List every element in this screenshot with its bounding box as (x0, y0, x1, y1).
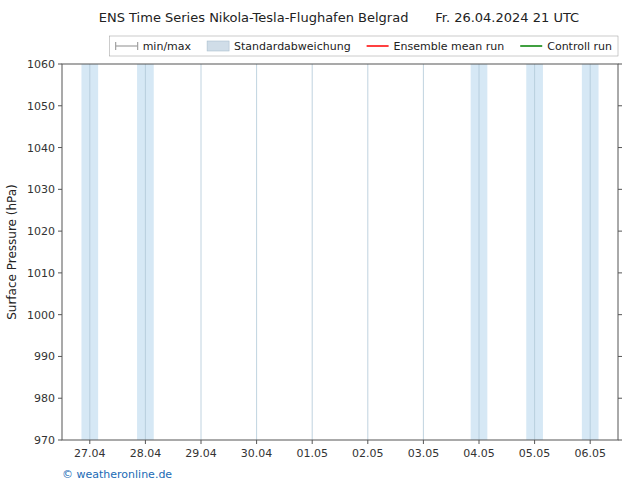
y-tick-label: 1010 (27, 267, 55, 280)
title: ENS Time Series Nikola-Tesla-Flughafen B… (99, 10, 409, 25)
legend-label: Ensemble mean run (394, 40, 505, 53)
y-tick (58, 231, 62, 232)
x-tick (89, 440, 90, 444)
grid-line (367, 64, 368, 440)
x-tick-label: 04.05 (463, 447, 495, 460)
shaded-band (582, 64, 599, 440)
x-tick (534, 440, 535, 444)
x-tick-label: 03.05 (408, 447, 440, 460)
y-tick (618, 147, 622, 148)
x-tick (423, 440, 424, 444)
plot-frame (62, 64, 618, 440)
legend-item: Controll run (520, 40, 612, 53)
legend-label: Standardabweichung (234, 40, 351, 53)
plot-area (81, 64, 598, 440)
grid-line (479, 64, 480, 440)
x-tick-label: 28.04 (130, 447, 162, 460)
grid-line (534, 64, 535, 440)
legend-swatch (137, 42, 138, 50)
y-tick-label: 1000 (27, 309, 55, 322)
x-tick-label: 27.04 (74, 447, 106, 460)
y-tick (58, 147, 62, 148)
grid-line (89, 64, 90, 440)
y-tick (58, 398, 62, 399)
x-tick-label: 02.05 (352, 447, 384, 460)
grid-line (312, 64, 313, 440)
y-tick (58, 314, 62, 315)
y-tick (618, 272, 622, 273)
shaded-band (81, 64, 98, 440)
x-tick (312, 440, 313, 444)
x-tick (145, 440, 146, 444)
legend-items: min/max Standardabweichung Ensemble mean r… (116, 40, 612, 53)
y-tick (58, 440, 62, 441)
grid-line (590, 64, 591, 440)
y-tick (618, 440, 622, 441)
y-tick (58, 64, 62, 65)
y-tick-label: 990 (34, 350, 55, 363)
legend-item: Standardabweichung (207, 40, 351, 53)
shaded-band (526, 64, 543, 440)
legend-item: Ensemble mean run (367, 40, 505, 53)
grid-line (201, 64, 202, 440)
legend-swatch (520, 45, 542, 47)
shaded-band (137, 64, 154, 440)
x-tick-label: 05.05 (519, 447, 551, 460)
legend-swatch (115, 42, 116, 50)
grid-line (256, 64, 257, 440)
y-tick-label: 970 (34, 434, 55, 447)
legend-swatch (367, 45, 389, 47)
x-tick-label: 30.04 (241, 447, 273, 460)
y-tick-label: 1050 (27, 100, 55, 113)
x-tick (590, 440, 591, 444)
x-tick (201, 440, 202, 444)
x-tick-label: 01.05 (296, 447, 328, 460)
subtitle: Fr. 26.04.2024 21 UTC (435, 10, 579, 25)
x-tick (479, 440, 480, 444)
legend-swatch (207, 41, 229, 51)
shaded-band (471, 64, 488, 440)
y-tick (58, 189, 62, 190)
y-tick (618, 231, 622, 232)
y-tick (618, 314, 622, 315)
grid-line (145, 64, 146, 440)
y-tick (618, 356, 622, 357)
legend-item: min/max (116, 40, 192, 53)
y-tick (618, 398, 622, 399)
y-tick-label: 1030 (27, 183, 55, 196)
grid-line (423, 64, 424, 440)
y-tick-label: 1040 (27, 142, 55, 155)
x-tick (367, 440, 368, 444)
legend-swatch (116, 45, 138, 46)
watermark: © weatheronline.de (62, 468, 172, 481)
y-tick-label: 1060 (27, 58, 55, 71)
y-tick (618, 105, 622, 106)
y-tick-label: 980 (34, 392, 55, 405)
y-axis-label: Surface Pressure (hPa) (5, 184, 19, 320)
x-tick-label: 29.04 (185, 447, 217, 460)
legend-label: Controll run (547, 40, 612, 53)
legend-label: min/max (143, 40, 192, 53)
legend-frame (110, 36, 618, 56)
chart: ENS Time Series Nikola-Tesla-Flughafen B… (0, 0, 634, 490)
y-tick (58, 356, 62, 357)
y-tick (618, 64, 622, 65)
y-tick (618, 189, 622, 190)
y-tick (58, 105, 62, 106)
y-tick (58, 272, 62, 273)
x-tick-label: 06.05 (574, 447, 606, 460)
legend: min/max Standardabweichung Ensemble mean r… (110, 36, 618, 56)
y-tick-label: 1020 (27, 225, 55, 238)
x-tick (256, 440, 257, 444)
